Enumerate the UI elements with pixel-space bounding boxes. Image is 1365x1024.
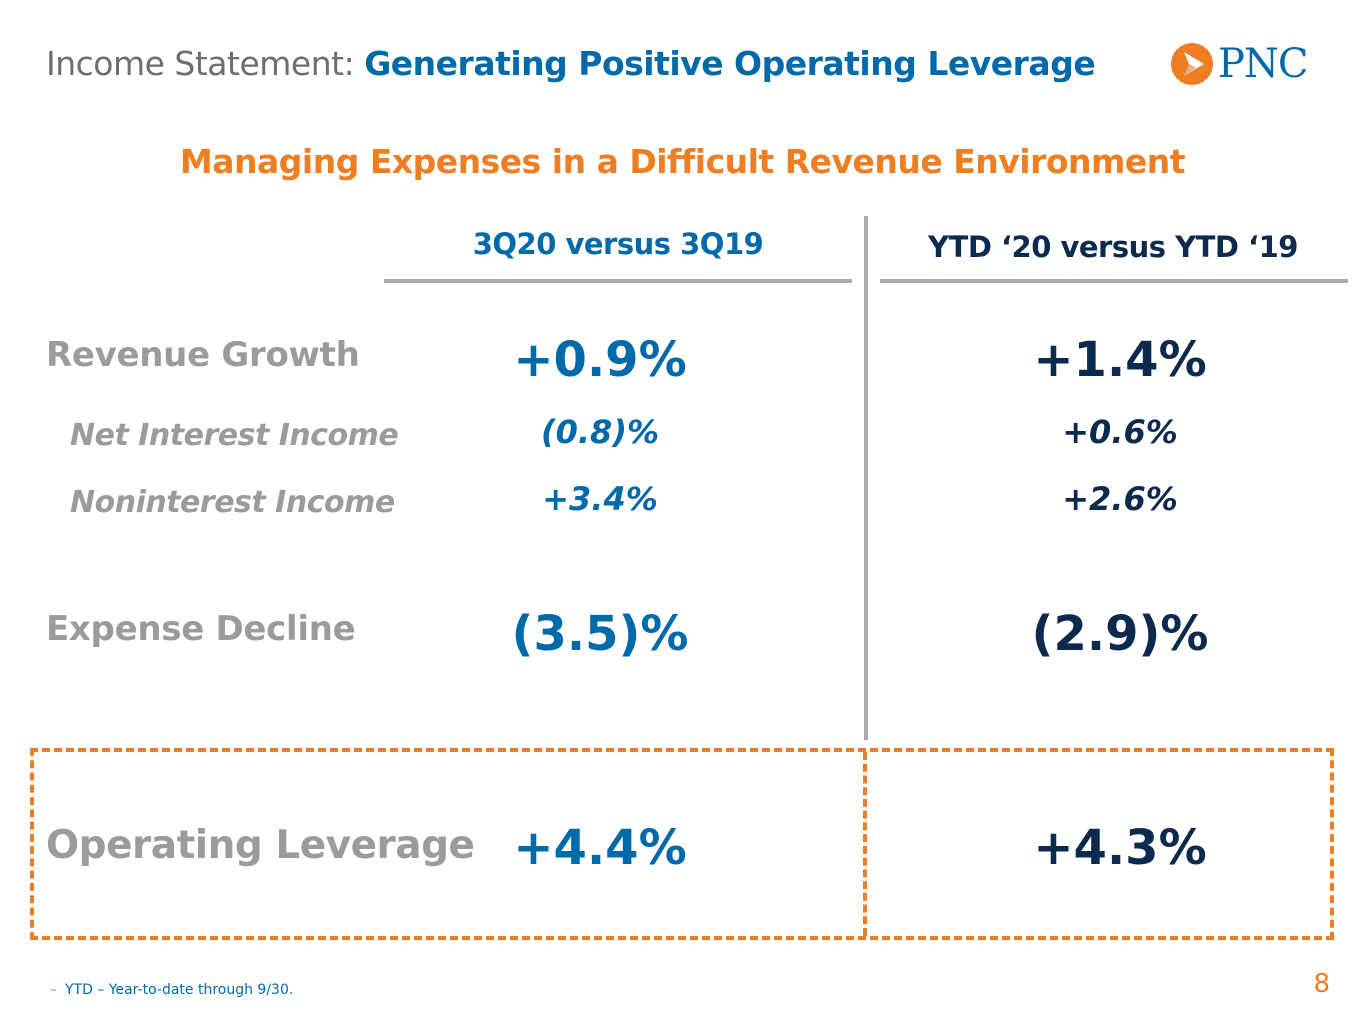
row-label-operating-leverage: Operating Leverage [46, 823, 475, 868]
row-label-expense-decline: Expense Decline [46, 609, 356, 649]
page-number: 8 [1313, 969, 1330, 999]
title-prefix: Income Statement: [46, 44, 355, 83]
noninterest-income-ytd-value: +2.6% [1062, 480, 1178, 518]
logo-text: PNC [1218, 41, 1309, 87]
expense-decline-quarter-value: (3.5)% [511, 606, 689, 662]
page-title: Income Statement: Generating Positive Op… [46, 40, 1096, 88]
net-interest-income-quarter-value: (0.8)% [541, 413, 659, 451]
noninterest-income-quarter-value: +3.4% [542, 480, 658, 518]
expense-decline-ytd-value: (2.9)% [1031, 606, 1209, 662]
net-interest-income-ytd-value: +0.6% [1062, 413, 1178, 451]
row-label-revenue-growth: Revenue Growth [46, 335, 360, 375]
column-rule-quarter [384, 279, 852, 283]
operating-leverage-ytd-value: +4.3% [1033, 820, 1207, 876]
row-label-net-interest-income: Net Interest Income [70, 418, 399, 453]
revenue-growth-ytd-value: +1.4% [1033, 332, 1207, 388]
title-main: Generating Positive Operating Leverage [364, 44, 1096, 83]
column-header-ytd: YTD ‘20 versus YTD ‘19 [928, 230, 1298, 264]
operating-leverage-highlight-box [30, 748, 1334, 940]
pnc-triangle-icon [1171, 43, 1213, 85]
footnote-text: YTD – Year-to-date through 9/30. [65, 982, 294, 998]
operating-leverage-divider [863, 752, 867, 936]
pnc-logo: PNC [1170, 40, 1309, 88]
footnote-marker: – [50, 982, 57, 998]
column-divider [864, 216, 868, 740]
column-header-quarter: 3Q20 versus 3Q19 [472, 227, 764, 261]
column-rule-ytd [880, 279, 1348, 283]
revenue-growth-quarter-value: +0.9% [513, 332, 687, 388]
row-label-noninterest-income: Noninterest Income [70, 485, 395, 520]
slide-subtitle: Managing Expenses in a Difficult Revenue… [179, 142, 1186, 181]
footnote: – YTD – Year-to-date through 9/30. [50, 980, 293, 1000]
operating-leverage-quarter-value: +4.4% [513, 820, 687, 876]
